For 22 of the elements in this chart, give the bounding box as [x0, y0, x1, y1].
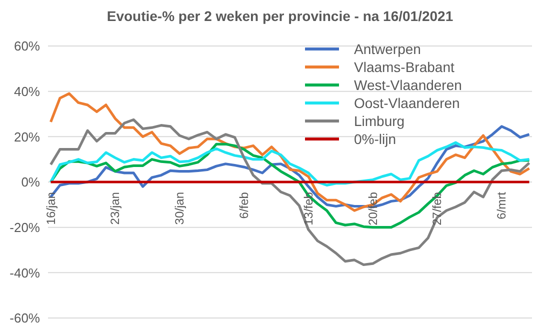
y-tick-label: 60% [14, 38, 40, 54]
y-tick-label: 0% [21, 174, 40, 190]
x-tick-label: 23/jan [108, 192, 122, 225]
y-tick-label: -40% [10, 265, 40, 280]
legend-label: 0%-lijn [354, 130, 396, 148]
legend-label: West-Vlaanderen [354, 76, 462, 94]
x-tick-label: 20/feb [366, 192, 380, 226]
x-tick-label: 13/feb [301, 192, 316, 226]
y-tick-label: 20% [14, 129, 40, 144]
x-tick-label: 6/mrt [494, 191, 509, 220]
y-tick-label: 40% [14, 84, 40, 99]
y-tick-label: -60% [10, 310, 40, 326]
legend-label: Limburg [354, 112, 405, 130]
legend-label: Vlaams-Brabant [354, 58, 454, 76]
chart-title: Evoutie-% per 2 weken per provincie - na 16/01/2021 [106, 8, 454, 24]
x-tick-label: 6/feb [236, 192, 251, 219]
x-tick-label: 27/feb [430, 192, 444, 226]
legend-label: Antwerpen [354, 40, 421, 58]
x-tick-label: 30/jan [172, 192, 187, 225]
x-tick-label: 16/jan [44, 192, 58, 225]
legend-label: Oost-Vlaanderen [354, 94, 460, 112]
y-tick-label: -20% [10, 220, 40, 235]
